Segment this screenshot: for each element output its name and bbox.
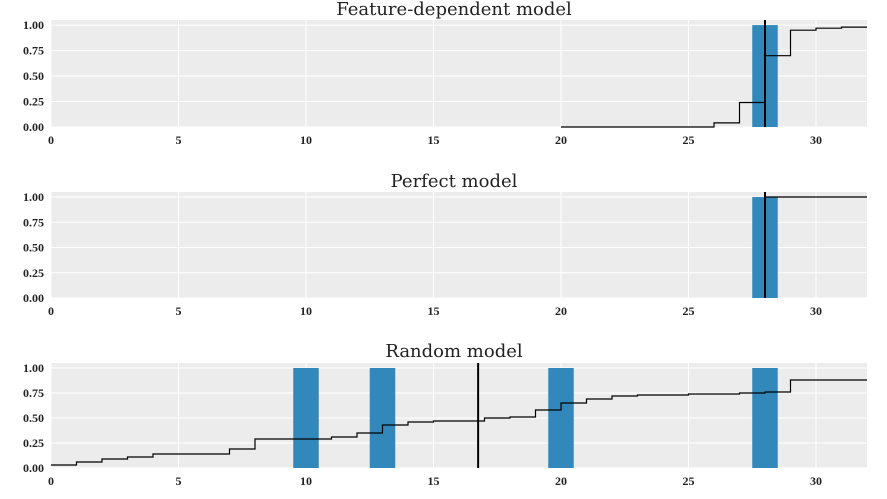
- subplot-3: 0 5 10 15 20 25 30 0.00 0.25 0.50 0.75 1.00 Random m…: [23, 341, 867, 488]
- x-tick-label: 20: [555, 133, 567, 147]
- y-tick-label: 0.00: [23, 461, 44, 475]
- y-tick-label: 1.00: [23, 18, 44, 32]
- bar: [293, 368, 319, 468]
- x-tick-label: 15: [428, 133, 440, 147]
- bar: [369, 368, 396, 468]
- plot-area: [51, 192, 867, 298]
- subplot-title: Random model: [385, 341, 523, 362]
- x-tick-label: 20: [555, 304, 567, 318]
- y-tick-label: 1.00: [23, 190, 44, 204]
- subplot-title: Feature-dependent model: [336, 0, 572, 20]
- y-tick-label: 0.00: [23, 120, 44, 134]
- x-tick-label: 30: [810, 474, 822, 488]
- x-tick-label: 10: [300, 133, 312, 147]
- x-tick-label: 25: [683, 474, 695, 488]
- y-tick-label: 0.50: [23, 241, 44, 255]
- subplot-2: 0 5 10 15 20 25 30 0.00 0.25 0.50 0.75 1.00 Perfect …: [23, 171, 867, 318]
- y-tick-label: 0.75: [23, 386, 44, 400]
- x-tick-label: 5: [176, 304, 182, 318]
- x-tick-label: 0: [48, 133, 54, 147]
- y-tick-label: 0.75: [23, 44, 44, 58]
- x-tick-label: 25: [683, 133, 695, 147]
- x-tick-label: 5: [176, 474, 182, 488]
- bar: [548, 368, 574, 468]
- subplot-1: 0 5 10 15 20 25 30 0.00 0.25 0.50 0.75 1.00 Feature-…: [23, 0, 867, 147]
- x-tick-label: 5: [176, 133, 182, 147]
- y-tick-label: 0.25: [23, 436, 44, 450]
- y-tick-label: 0.25: [23, 266, 44, 280]
- y-tick-label: 0.75: [23, 215, 44, 229]
- cdf-step-line: [51, 379, 867, 466]
- x-tick-label: 30: [810, 133, 822, 147]
- y-tick-label: 0.50: [23, 69, 44, 83]
- x-tick-label: 10: [300, 304, 312, 318]
- cdf-step-line: [561, 26, 867, 128]
- x-tick-label: 25: [683, 304, 695, 318]
- x-tick-label: 0: [48, 304, 54, 318]
- y-tick-label: 0.00: [23, 291, 44, 305]
- y-tick-label: 0.25: [23, 95, 44, 109]
- y-tick-label: 0.50: [23, 411, 44, 425]
- subplot-title: Perfect model: [391, 171, 518, 192]
- x-tick-label: 10: [300, 474, 312, 488]
- x-tick-label: 30: [810, 304, 822, 318]
- x-tick-label: 15: [428, 474, 440, 488]
- plot-area: [51, 363, 867, 468]
- plot-area: [51, 20, 867, 127]
- x-tick-label: 0: [48, 474, 54, 488]
- x-tick-label: 15: [428, 304, 440, 318]
- bar: [752, 368, 778, 468]
- y-tick-label: 1.00: [23, 361, 44, 375]
- x-tick-label: 20: [555, 474, 567, 488]
